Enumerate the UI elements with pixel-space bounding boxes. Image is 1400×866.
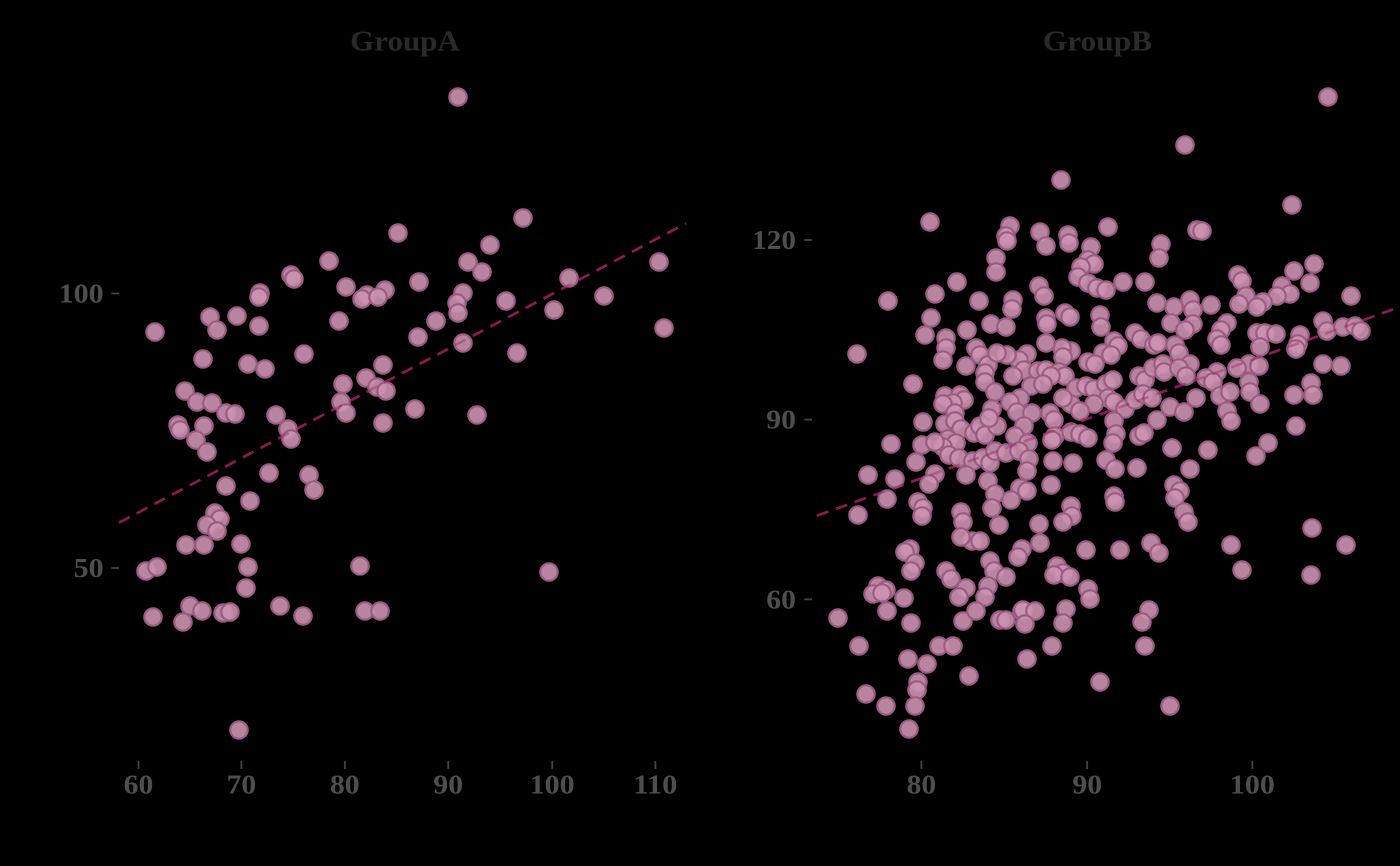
svg-text:60: 60 bbox=[124, 770, 154, 800]
svg-text:50: 50 bbox=[74, 553, 104, 583]
svg-text:90: 90 bbox=[1072, 770, 1102, 800]
svg-text:90: 90 bbox=[433, 770, 463, 800]
svg-text:100: 100 bbox=[59, 279, 104, 309]
svg-text:60: 60 bbox=[766, 584, 796, 614]
svg-text:GroupA: GroupA bbox=[350, 26, 460, 58]
svg-text:GroupB: GroupB bbox=[1043, 26, 1152, 58]
svg-text:90: 90 bbox=[766, 405, 796, 435]
svg-text:110: 110 bbox=[633, 770, 677, 800]
svg-text:120: 120 bbox=[752, 225, 796, 255]
svg-text:80: 80 bbox=[907, 770, 937, 800]
svg-text:100: 100 bbox=[530, 770, 575, 800]
svg-text:70: 70 bbox=[227, 770, 257, 800]
svg-text:80: 80 bbox=[330, 770, 360, 800]
svg-text:100: 100 bbox=[1230, 770, 1275, 800]
